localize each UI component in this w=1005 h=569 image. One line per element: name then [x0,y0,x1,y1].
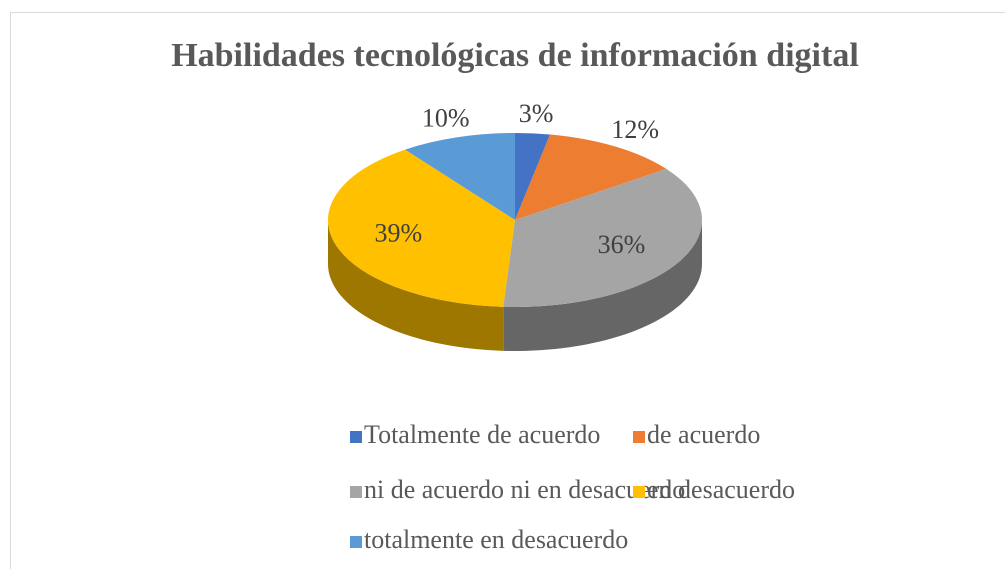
data-label: 12% [611,115,659,144]
legend-label: en desacuerdo [647,475,795,504]
slice-side [503,220,702,351]
legend-label: Totalmente de acuerdo [364,420,600,449]
data-label: 10% [422,104,470,133]
slice [515,133,551,220]
slice [503,168,702,308]
slice [405,133,515,220]
data-label: 36% [598,230,646,259]
slice-side [328,220,504,351]
legend-marker [350,536,362,548]
legend-marker [633,486,645,498]
slice [515,134,667,220]
legend-label: ni de acuerdo ni en desacuerdo [364,475,685,504]
legend-marker [350,486,362,498]
legend-label: de acuerdo [647,420,760,449]
data-label: 39% [374,219,422,248]
legend-label: totalmente en desacuerdo [364,525,628,554]
legend-marker [633,431,645,443]
data-label: 3% [519,99,554,128]
slice [328,149,515,307]
legend-marker [350,431,362,443]
chart-title: Habilidades tecnológicas de información … [171,37,859,74]
